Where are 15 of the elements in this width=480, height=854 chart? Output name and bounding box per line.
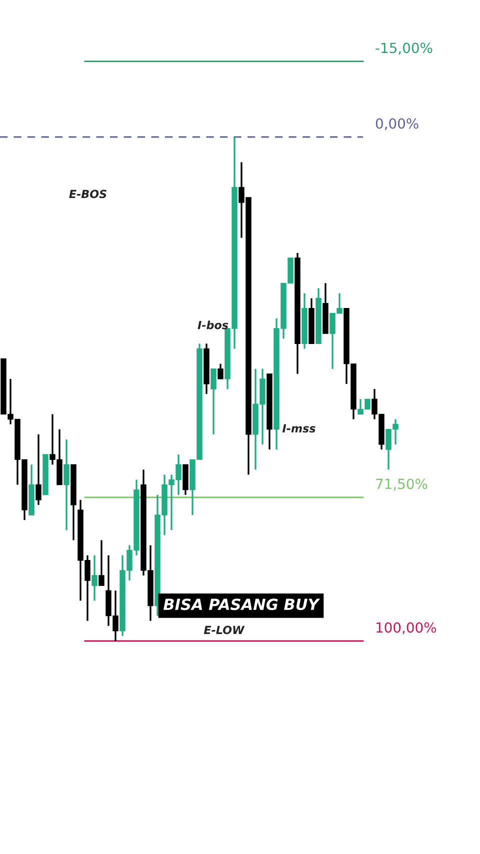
candlestick (210, 368, 216, 436)
candlestick (92, 554, 98, 602)
annotation: I-mss (282, 424, 316, 433)
annotation: I-bos (198, 320, 228, 330)
text: 0,00% (376, 118, 418, 130)
candlestick (218, 362, 224, 380)
candlestick (64, 438, 70, 531)
annotation: 71,50% (376, 478, 428, 491)
annotation: E-LOW (204, 626, 245, 634)
candlestick (36, 434, 42, 506)
annotation: E-BOS (69, 190, 106, 198)
annotation: 100,00% (376, 622, 436, 634)
candlestick (98, 539, 104, 586)
annotation: BISA PASANG BUY (163, 598, 320, 610)
text: -15,00% (376, 42, 432, 55)
